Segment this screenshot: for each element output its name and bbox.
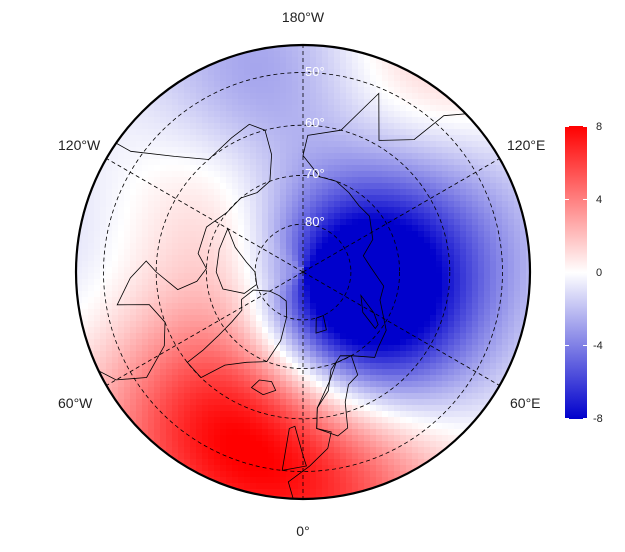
coastline-scandinavia-coast: [316, 355, 359, 437]
lon-label-60e: 60°E: [510, 395, 541, 411]
lat-label-70: 70°: [305, 166, 325, 181]
coastline-british-isles: [281, 425, 307, 471]
latitude-circle-60: [155, 124, 451, 420]
latitude-circle-80: [254, 223, 352, 321]
coastline-canadian-arctic: [215, 227, 258, 294]
colorbar-tick-neg8: -8: [593, 413, 603, 425]
latitude-circle-70: [205, 174, 400, 369]
coastline-iceland: [250, 379, 277, 396]
coastline-north-america: [76, 123, 273, 381]
colorbar-tick-neg4: -4: [593, 340, 603, 352]
colorbar-gradient: [565, 126, 587, 419]
coastline-novaya-zemlya: [360, 293, 379, 330]
lat-label-60: 60°: [305, 115, 325, 130]
map-border: [74, 43, 532, 501]
longitude-labels: 180°W 120°W 120°E 60°W 60°E 0°: [58, 9, 545, 539]
coastline-greenland: [186, 289, 288, 379]
graticule: [103, 45, 503, 499]
lon-label-120w: 120°W: [58, 137, 101, 153]
colorbar-tick-8: 8: [596, 121, 602, 133]
colorbar-tick-0: 0: [596, 267, 602, 279]
meridian-240: [106, 158, 304, 273]
latitude-labels: 50° 60° 70° 80°: [305, 64, 325, 229]
lon-label-0: 0°: [296, 523, 309, 539]
meridian-300: [106, 271, 304, 386]
lat-label-50: 50°: [305, 64, 325, 79]
meridian-60: [302, 271, 500, 386]
colorbar: 8 4 0 -4 -8: [565, 121, 603, 425]
meridian-120: [302, 158, 500, 273]
lon-label-180w: 180°W: [282, 9, 325, 25]
coastline-svalbard: [315, 314, 327, 334]
lon-label-120e: 120°E: [507, 137, 545, 153]
anomaly-field: [76, 45, 530, 499]
lon-label-60w: 60°W: [58, 395, 93, 411]
colorbar-tick-4: 4: [596, 194, 602, 206]
lat-label-80: 80°: [305, 214, 325, 229]
